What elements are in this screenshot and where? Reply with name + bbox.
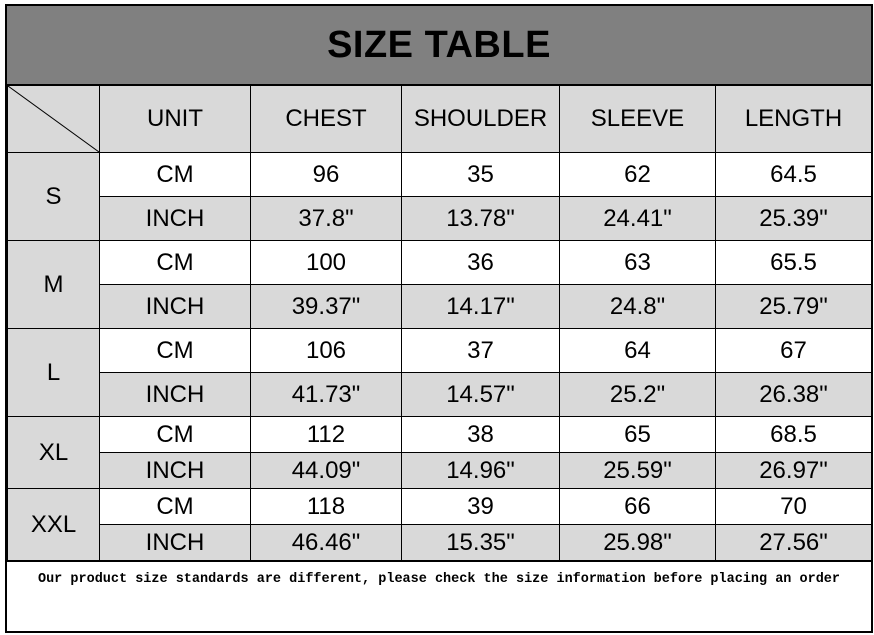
value-cell: 25.98" [559,524,716,561]
value-cell: 24.8" [559,284,716,329]
table-row: L CM 106 37 64 67 [7,328,872,417]
value-cell: 24.41" [559,196,716,241]
value-cell: 46.46" [250,524,402,561]
table-row: INCH 37.8" 13.78" 24.41" 25.39" [8,196,872,241]
header-unit: UNIT [99,85,251,153]
value-cell: 25.59" [559,452,716,489]
value-cell: 14.57" [401,372,560,417]
value-cell: 14.96" [401,452,560,489]
table-row: INCH 39.37" 14.17" 24.8" 25.79" [8,284,872,329]
table-row: INCH 46.46" 15.35" 25.98" 27.56" [8,524,872,561]
table-row: S CM 96 35 62 64.5 [7,152,872,241]
table-row: INCH 41.73" 14.57" 25.2" 26.38" [8,372,872,417]
diagonal-line [8,86,99,152]
value-cell: 41.73" [250,372,402,417]
header-shoulder: SHOULDER [401,85,560,153]
value-cell: 15.35" [401,524,560,561]
value-cell: 64 [559,328,716,373]
unit-cell: CM [99,328,251,373]
value-cell: 26.38" [715,372,872,417]
value-cell: 26.97" [715,452,872,489]
value-cell: 96 [250,152,402,197]
value-cell: 25.39" [715,196,872,241]
header-row: UNIT CHEST SHOULDER SLEEVE LENGTH [7,85,872,153]
value-cell: 14.17" [401,284,560,329]
size-label: XXL [7,488,100,561]
value-cell: 67 [715,328,872,373]
size-label: XL [7,416,100,489]
value-cell: 39 [401,488,560,525]
value-cell: 44.09" [250,452,402,489]
page-title: SIZE TABLE [7,6,871,85]
unit-cell: INCH [99,284,251,329]
value-cell: 106 [250,328,402,373]
value-cell: 37.8" [250,196,402,241]
unit-cell: INCH [99,452,251,489]
value-cell: 38 [401,416,560,453]
value-cell: 35 [401,152,560,197]
value-cell: 100 [250,240,402,285]
value-cell: 64.5 [715,152,872,197]
unit-cell: CM [99,152,251,197]
value-cell: 68.5 [715,416,872,453]
value-cell: 66 [559,488,716,525]
value-cell: 70 [715,488,872,525]
size-table: SIZE TABLE UNIT CHEST SHOULDER SLEEVE LE… [5,4,873,633]
value-cell: 112 [250,416,402,453]
unit-cell: INCH [99,524,251,561]
size-label: S [7,152,100,241]
table-row: M CM 100 36 63 65.5 [7,240,872,329]
value-cell: 118 [250,488,402,525]
unit-cell: CM [99,488,251,525]
value-cell: 27.56" [715,524,872,561]
value-cell: 36 [401,240,560,285]
header-length: LENGTH [715,85,872,153]
unit-cell: CM [99,416,251,453]
unit-cell: CM [99,240,251,285]
size-label: M [7,240,100,329]
unit-cell: INCH [99,372,251,417]
header-chest: CHEST [250,85,402,153]
value-cell: 25.79" [715,284,872,329]
value-cell: 63 [559,240,716,285]
size-label: L [7,328,100,417]
value-cell: 13.78" [401,196,560,241]
value-cell: 65.5 [715,240,872,285]
table-row: XL CM 112 38 65 68.5 [7,416,872,489]
table-row: XXL CM 118 39 66 70 [7,488,872,561]
value-cell: 62 [559,152,716,197]
value-cell: 39.37" [250,284,402,329]
footer-note: Our product size standards are different… [7,561,871,631]
table-row: INCH 44.09" 14.96" 25.59" 26.97" [8,452,872,489]
corner-cell [7,85,100,153]
header-sleeve: SLEEVE [559,85,716,153]
size-grid: UNIT CHEST SHOULDER SLEEVE LENGTH S CM 96 3… [7,85,872,561]
value-cell: 65 [559,416,716,453]
unit-cell: INCH [99,196,251,241]
value-cell: 25.2" [559,372,716,417]
value-cell: 37 [401,328,560,373]
